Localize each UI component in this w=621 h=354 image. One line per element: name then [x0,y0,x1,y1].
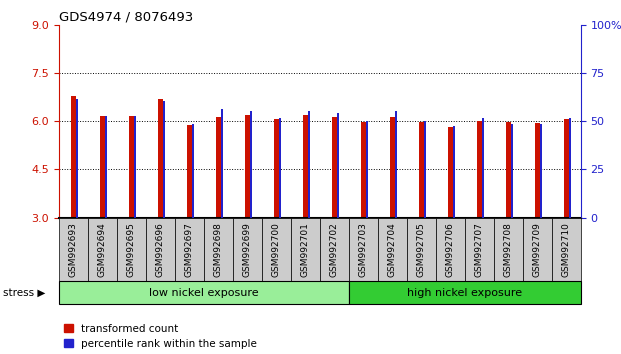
Text: GSM992703: GSM992703 [359,222,368,277]
Text: GSM992694: GSM992694 [98,222,107,277]
Bar [540,124,542,218]
Bar [505,122,511,218]
Text: GSM992710: GSM992710 [561,222,571,277]
Bar [563,119,569,218]
FancyBboxPatch shape [204,218,233,281]
FancyBboxPatch shape [59,218,88,281]
Bar [105,116,107,218]
Bar [476,121,482,218]
Text: GSM992705: GSM992705 [417,222,426,277]
FancyBboxPatch shape [436,218,465,281]
FancyBboxPatch shape [349,218,378,281]
Text: GSM992693: GSM992693 [69,222,78,277]
FancyBboxPatch shape [146,218,175,281]
Text: stress ▶: stress ▶ [3,288,45,298]
Bar [279,118,281,218]
Bar [221,109,223,218]
FancyBboxPatch shape [320,218,349,281]
Bar [337,113,339,218]
Text: GSM992696: GSM992696 [156,222,165,277]
Bar [245,115,250,218]
Text: low nickel exposure: low nickel exposure [149,288,259,298]
Bar [535,122,540,218]
FancyBboxPatch shape [378,218,407,281]
Bar [76,99,78,218]
Bar [158,99,163,218]
Text: GSM992700: GSM992700 [272,222,281,277]
Bar [419,122,424,218]
Text: GSM992701: GSM992701 [301,222,310,277]
FancyBboxPatch shape [233,218,262,281]
Text: GSM992699: GSM992699 [243,222,252,277]
Bar [308,111,310,218]
FancyBboxPatch shape [349,281,581,304]
FancyBboxPatch shape [465,218,494,281]
Bar [100,116,105,218]
Bar [134,116,136,218]
Bar [187,125,192,218]
Bar [192,125,194,218]
FancyBboxPatch shape [551,218,581,281]
Text: GSM992706: GSM992706 [446,222,455,277]
Bar [274,119,279,218]
Bar [361,122,366,218]
Text: GSM992695: GSM992695 [127,222,136,277]
Text: GSM992697: GSM992697 [185,222,194,277]
Legend: transformed count, percentile rank within the sample: transformed count, percentile rank withi… [64,324,256,349]
Bar [482,118,484,218]
FancyBboxPatch shape [407,218,436,281]
FancyBboxPatch shape [291,218,320,281]
FancyBboxPatch shape [59,281,349,304]
Bar [163,101,165,218]
Text: GSM992708: GSM992708 [504,222,513,277]
Text: GDS4974 / 8076493: GDS4974 / 8076493 [59,11,193,24]
Bar [302,115,308,218]
Bar [395,111,397,218]
Text: GSM992704: GSM992704 [388,222,397,277]
FancyBboxPatch shape [88,218,117,281]
Bar [215,118,221,218]
Bar [71,96,76,218]
Bar [250,111,252,218]
Bar [332,118,337,218]
Text: GSM992707: GSM992707 [474,222,484,277]
Text: high nickel exposure: high nickel exposure [407,288,522,298]
Bar [453,126,455,218]
Bar [510,125,513,218]
FancyBboxPatch shape [117,218,146,281]
Text: GSM992702: GSM992702 [330,222,339,277]
Text: GSM992709: GSM992709 [533,222,542,277]
Bar [389,118,395,218]
Bar [366,121,368,218]
FancyBboxPatch shape [494,218,523,281]
FancyBboxPatch shape [175,218,204,281]
Text: GSM992698: GSM992698 [214,222,223,277]
Bar [448,127,453,218]
Bar [569,118,571,218]
FancyBboxPatch shape [262,218,291,281]
FancyBboxPatch shape [523,218,551,281]
Bar [424,121,426,218]
Bar [129,116,134,218]
